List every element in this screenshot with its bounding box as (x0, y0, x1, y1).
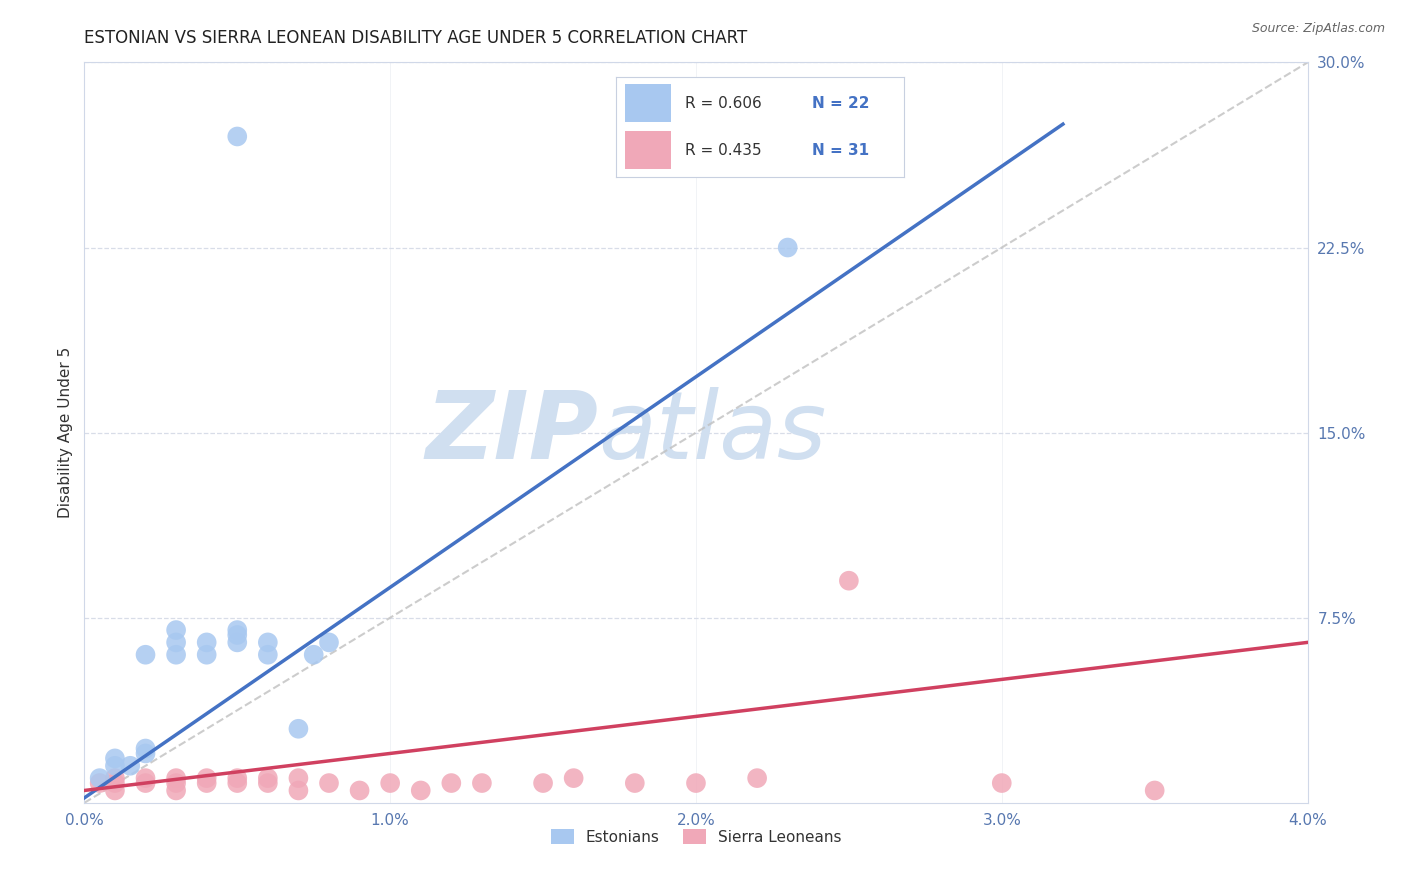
Point (257, 776, 280, 790)
Text: atlas: atlas (598, 387, 827, 478)
Point (302, 648, 325, 662)
Point (287, 783, 309, 797)
Point (471, 776, 494, 790)
Point (287, 771, 309, 785)
Point (257, 635, 280, 649)
Point (257, 771, 280, 785)
Point (562, 771, 585, 785)
Point (409, 783, 432, 797)
Point (89, 771, 111, 785)
Point (226, 776, 249, 790)
Point (135, 648, 157, 662)
Point (135, 771, 157, 785)
Point (531, 776, 554, 790)
Text: ESTONIAN VS SIERRA LEONEAN DISABILITY AGE UNDER 5 CORRELATION CHART: ESTONIAN VS SIERRA LEONEAN DISABILITY AG… (84, 29, 748, 47)
Text: ZIP: ZIP (425, 386, 598, 479)
Point (104, 751, 127, 765)
Point (380, 776, 402, 790)
Point (104, 776, 127, 790)
Point (226, 129, 249, 144)
Point (135, 776, 157, 790)
Point (120, 758, 142, 772)
Point (165, 648, 187, 662)
Point (195, 776, 218, 790)
Point (104, 771, 127, 785)
Point (195, 771, 218, 785)
Point (1143, 783, 1166, 797)
Point (838, 574, 860, 588)
Point (195, 635, 218, 649)
Point (165, 623, 187, 637)
Point (89, 776, 111, 790)
Point (165, 776, 187, 790)
Point (195, 648, 218, 662)
Point (226, 628, 249, 642)
Point (318, 635, 340, 649)
Point (165, 635, 187, 649)
Point (165, 771, 187, 785)
Point (991, 776, 1014, 790)
Text: Source: ZipAtlas.com: Source: ZipAtlas.com (1251, 22, 1385, 36)
Point (226, 635, 249, 649)
Point (257, 648, 280, 662)
Point (287, 722, 309, 736)
Y-axis label: Disability Age Under 5: Disability Age Under 5 (58, 347, 73, 518)
Point (349, 783, 371, 797)
Point (624, 776, 647, 790)
Point (165, 783, 187, 797)
Point (685, 776, 707, 790)
Point (776, 240, 799, 255)
Point (226, 623, 249, 637)
Point (226, 771, 249, 785)
Point (104, 783, 127, 797)
Point (747, 771, 769, 785)
Point (318, 776, 340, 790)
Point (104, 758, 127, 772)
Point (135, 741, 157, 756)
Point (135, 747, 157, 761)
Point (440, 776, 463, 790)
Legend: Estonians, Sierra Leoneans: Estonians, Sierra Leoneans (544, 822, 848, 851)
